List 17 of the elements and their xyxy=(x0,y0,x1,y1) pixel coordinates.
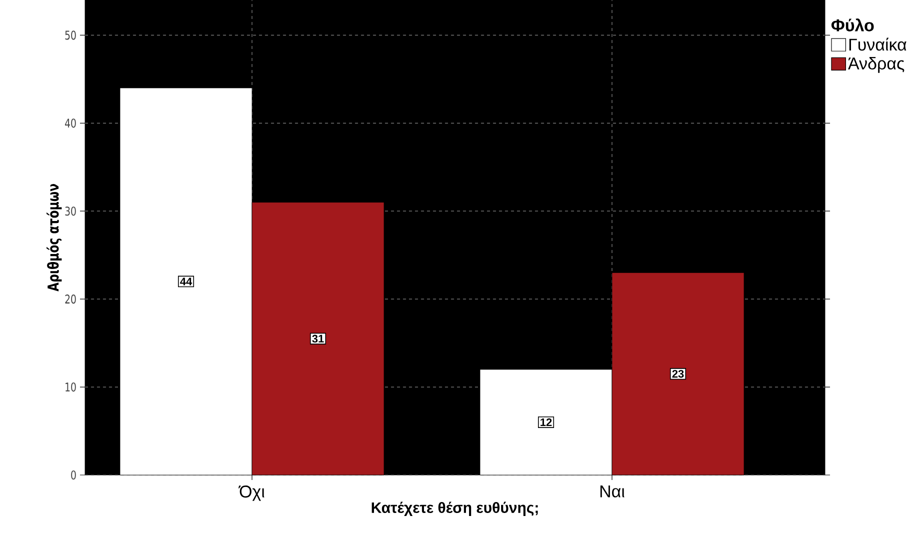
y-tick-label: 10 xyxy=(66,382,76,392)
y-tick-label: 30 xyxy=(65,206,76,216)
data-label: 44 xyxy=(180,278,192,286)
x-axis-title: Κατέχετε θέση ευθύνης; xyxy=(372,502,538,516)
x-tick-label: Όχι xyxy=(238,486,264,501)
y-tick-label: 40 xyxy=(65,118,76,128)
data-label: 12 xyxy=(540,418,552,426)
x-tick-label: Ναι xyxy=(600,486,624,498)
legend-title: Φύλο xyxy=(831,18,874,32)
y-axis-title: Αριθμός ατόμων xyxy=(46,184,62,292)
legend-label: Γυναίκα xyxy=(849,38,906,51)
legend-label: Άνδρας xyxy=(848,57,904,73)
y-tick-label: 50 xyxy=(65,30,76,40)
y-tick-label: 20 xyxy=(65,294,76,304)
y-tick-label: 0 xyxy=(71,470,76,480)
data-label: 23 xyxy=(672,370,684,378)
data-label: 31 xyxy=(312,334,324,343)
